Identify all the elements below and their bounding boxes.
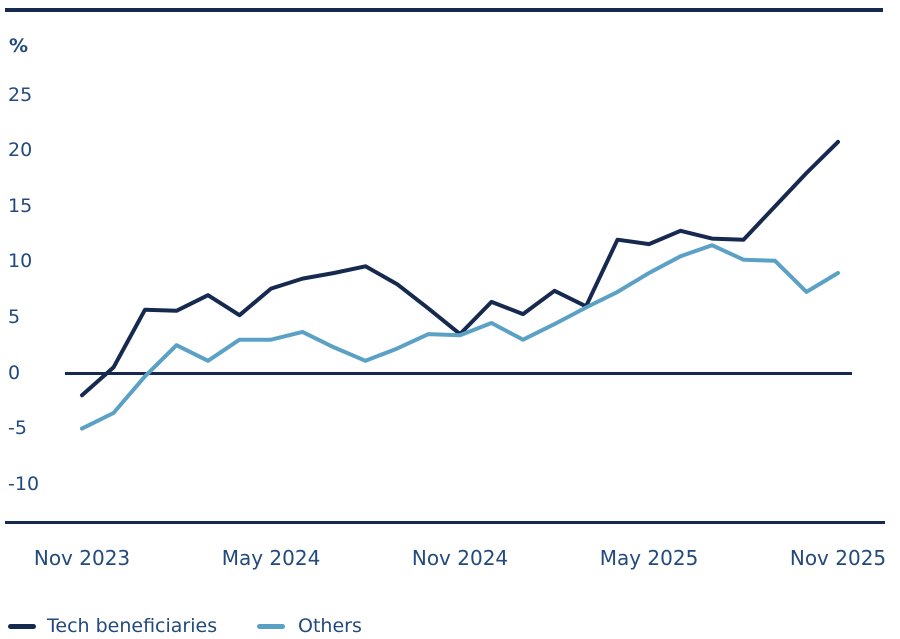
y-tick-label: 20 [8, 139, 33, 162]
x-tick-label: Nov 2025 [789, 546, 887, 570]
others-swatch-icon [257, 624, 285, 629]
y-tick-label: -10 [8, 472, 40, 495]
y-tick-label: 15 [8, 194, 33, 217]
x-tick-label: Nov 2024 [411, 546, 509, 570]
y-tick-label: -5 [8, 417, 27, 440]
x-tick-label: May 2025 [599, 546, 699, 570]
x-axis-rule [5, 521, 885, 524]
y-tick-label: 25 [8, 83, 33, 106]
others-legend-label: Others [298, 615, 362, 637]
tech-beneficiaries-line [80, 139, 840, 398]
y-tick-label: 0 [8, 361, 21, 384]
y-axis-unit-label: % [9, 35, 29, 57]
y-tick-label: 10 [8, 250, 33, 273]
x-tick-label: May 2024 [221, 546, 321, 570]
tech-beneficiaries-swatch-icon [8, 624, 36, 629]
y-tick-label: 5 [8, 305, 21, 328]
x-tick-label: Nov 2023 [33, 546, 131, 570]
tech-beneficiaries-legend-label: Tech beneficiaries [47, 615, 218, 637]
top-border-rule [5, 8, 883, 12]
others-line [80, 243, 840, 431]
